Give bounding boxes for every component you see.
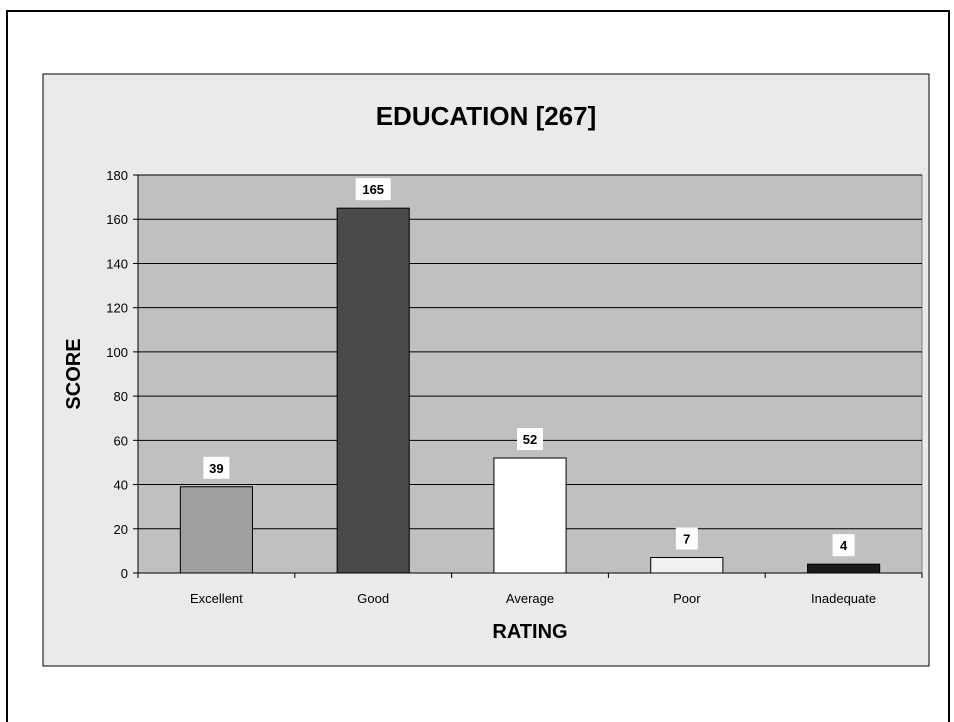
data-label: 39: [209, 461, 223, 476]
data-label-box: [355, 178, 391, 201]
y-tick-label: 20: [114, 522, 128, 537]
y-tick-label: 160: [106, 212, 128, 227]
y-tick-label: 80: [114, 389, 128, 404]
data-label: 7: [683, 532, 690, 547]
bar: [807, 563, 881, 574]
data-label-box: [675, 527, 698, 550]
y-axis-title: SCORE: [63, 338, 85, 409]
bars: [179, 207, 881, 574]
y-tick-label: 180: [106, 168, 128, 183]
bar: [179, 486, 253, 574]
x-axis: Excellent Good Average Poor Inadequate: [137, 572, 923, 606]
chart-title: EDUCATION [267]: [376, 101, 597, 131]
data-label: 165: [362, 182, 384, 197]
x-tick-label: Poor: [673, 591, 701, 606]
data-label: 4: [840, 538, 848, 553]
data-label: 52: [523, 432, 537, 447]
data-label-box: [517, 428, 543, 451]
y-tick-label: 40: [114, 478, 128, 493]
y-axis: 0 20 40 60 80 100 120 140 160 180: [106, 168, 139, 581]
data-labels: 39 165 52 7 4: [203, 178, 855, 557]
x-tick-label: Good: [357, 591, 389, 606]
data-label-box: [203, 456, 230, 479]
bar: [493, 457, 567, 574]
x-tick-label: Excellent: [190, 591, 243, 606]
bar: [650, 557, 724, 574]
x-tick-label: Average: [506, 591, 554, 606]
y-tick-label: 120: [106, 301, 128, 316]
y-tick-label: 140: [106, 256, 128, 271]
y-tick-label: 100: [106, 345, 128, 360]
y-tick-label: 60: [114, 433, 128, 448]
bar: [336, 207, 410, 574]
y-tick-label: 0: [121, 566, 128, 581]
x-axis-title: RATING: [492, 621, 567, 643]
x-tick-label: Inadequate: [811, 591, 876, 606]
data-label-box: [832, 534, 855, 557]
